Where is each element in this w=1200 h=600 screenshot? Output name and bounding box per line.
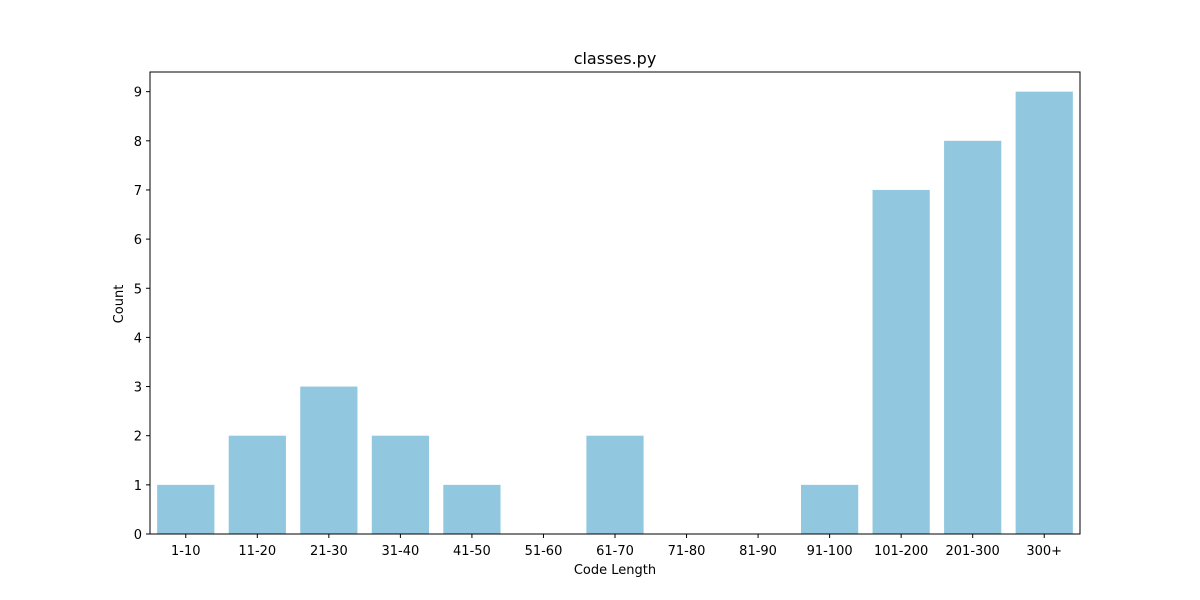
chart-title: classes.py <box>574 49 657 68</box>
x-tick-label: 201-300 <box>946 544 1000 559</box>
x-tick-label: 300+ <box>1026 544 1062 559</box>
y-tick-label: 9 <box>134 86 142 101</box>
bar-41-50 <box>443 484 501 534</box>
bar-300+ <box>1015 91 1073 534</box>
bar-1-10 <box>157 484 215 534</box>
x-tick-label: 101-200 <box>874 544 928 559</box>
plot-frame <box>149 71 1081 535</box>
x-axis-label: Code Length <box>574 563 656 578</box>
bar-11-20 <box>228 435 286 534</box>
x-tick-label: 41-50 <box>453 544 491 559</box>
x-tick-label: 61-70 <box>596 544 634 559</box>
y-tick-label: 6 <box>134 233 142 248</box>
y-tick-label: 1 <box>134 479 142 494</box>
x-tick-label: 31-40 <box>381 544 419 559</box>
y-tick-label: 5 <box>134 282 142 297</box>
bar-21-30 <box>300 386 358 534</box>
x-tick-label: 1-10 <box>171 544 201 559</box>
y-tick-label: 2 <box>134 430 142 445</box>
bar-31-40 <box>371 435 429 534</box>
y-axis-ticks: 0 1 2 3 4 5 6 7 8 9 <box>134 86 150 543</box>
x-axis-ticks: 1-10 11-20 21-30 31-40 41-50 51-60 61-70 71-80 8… <box>171 534 1062 559</box>
y-tick-label: 3 <box>134 381 142 396</box>
x-tick-label: 81-90 <box>739 544 777 559</box>
y-tick-label: 0 <box>134 528 142 543</box>
bar-201-300 <box>944 140 1002 534</box>
bars <box>157 91 1073 534</box>
y-tick-label: 8 <box>134 135 142 150</box>
y-tick-label: 7 <box>134 184 142 199</box>
x-tick-label: 11-20 <box>238 544 276 559</box>
bar-61-70 <box>586 435 644 534</box>
x-tick-label: 91-100 <box>807 544 853 559</box>
y-axis-label: Count <box>112 285 127 324</box>
y-tick-label: 4 <box>134 331 142 346</box>
x-tick-label: 21-30 <box>310 544 348 559</box>
bar-101-200 <box>872 189 930 534</box>
bar-91-100 <box>801 484 859 534</box>
x-tick-label: 51-60 <box>525 544 563 559</box>
x-tick-label: 71-80 <box>668 544 706 559</box>
